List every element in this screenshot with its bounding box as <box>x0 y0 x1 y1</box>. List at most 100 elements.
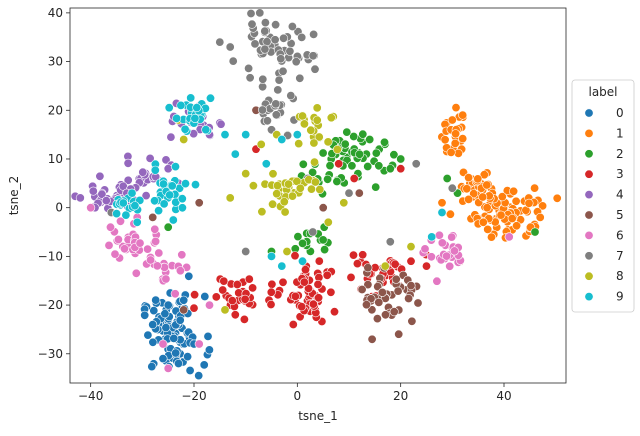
data-point-label-2 <box>318 148 328 158</box>
data-point-label-7 <box>260 18 270 28</box>
data-point-label-1 <box>469 189 479 199</box>
data-point-label-3 <box>314 293 324 303</box>
data-point-label-7 <box>262 116 272 126</box>
y-tick-label: 40 <box>48 6 63 20</box>
data-point-label-0 <box>204 345 214 355</box>
data-point-label-0 <box>148 320 158 330</box>
y-tick-label: 10 <box>48 152 63 166</box>
legend-title: label <box>588 85 617 99</box>
data-point-label-7 <box>257 105 267 115</box>
plot-frame <box>69 7 567 384</box>
data-point-label-9 <box>150 196 160 206</box>
data-point-label-7 <box>274 75 284 85</box>
data-point-label-8 <box>314 132 324 142</box>
data-point-label-6 <box>158 339 168 349</box>
data-point-label-1 <box>462 184 472 194</box>
data-point-label-2 <box>355 149 365 159</box>
data-point-label-6 <box>104 240 114 250</box>
legend-marker-8 <box>584 271 594 281</box>
data-point-label-1 <box>464 194 474 204</box>
data-point-label-1 <box>486 232 496 242</box>
data-point-label-6 <box>116 216 126 226</box>
data-point-label-1 <box>530 183 540 193</box>
data-point-label-1 <box>497 192 507 202</box>
data-point-label-8 <box>241 169 251 179</box>
data-point-label-6 <box>426 252 436 262</box>
data-point-label-3 <box>239 314 249 324</box>
y-tick-label: −20 <box>38 298 63 312</box>
data-point-label-0 <box>148 337 158 347</box>
data-point-label-8 <box>272 189 282 199</box>
data-point-label-7 <box>260 26 270 36</box>
data-point-label-0 <box>161 323 171 333</box>
legend-marker-4 <box>584 190 594 200</box>
data-point-label-1 <box>437 198 447 208</box>
data-point-label-4 <box>166 132 176 142</box>
data-point-label-3 <box>248 283 258 293</box>
data-point-label-7 <box>308 51 318 61</box>
y-axis: −30 −20 −10 0 10 20 30 40 <box>38 6 70 361</box>
data-point-label-8 <box>315 185 325 195</box>
data-point-label-8 <box>282 247 292 257</box>
data-point-label-3 <box>322 270 332 280</box>
data-point-label-8 <box>256 139 266 149</box>
legend-label-6: 6 <box>616 228 624 242</box>
data-point-label-9 <box>159 179 169 189</box>
data-point-label-7 <box>258 74 268 84</box>
data-point-label-8 <box>268 199 278 209</box>
data-point-label-9 <box>118 198 128 208</box>
data-point-label-6 <box>449 246 459 256</box>
data-point-label-9 <box>168 215 178 225</box>
data-point-label-1 <box>451 103 461 113</box>
data-point-label-3 <box>300 265 310 275</box>
data-point-label-7 <box>279 33 289 43</box>
data-point-label-4 <box>88 186 98 196</box>
data-point-label-0 <box>179 295 189 305</box>
legend-label-1: 1 <box>616 126 624 140</box>
data-point-label-1 <box>446 147 456 157</box>
legend-marker-6 <box>584 230 594 240</box>
data-point-label-9 <box>180 124 190 134</box>
data-point-label-9 <box>277 261 287 271</box>
legend-label-4: 4 <box>616 188 624 202</box>
data-point-label-5 <box>413 298 423 308</box>
data-point-label-7 <box>273 85 283 95</box>
data-point-label-6 <box>106 222 116 232</box>
data-point-label-6 <box>131 268 141 278</box>
data-point-label-1 <box>482 203 492 213</box>
data-point-label-0 <box>151 295 161 305</box>
y-tick-label: 30 <box>48 55 63 69</box>
data-point-label-9 <box>230 149 240 159</box>
data-point-label-8 <box>406 242 416 252</box>
data-point-label-6 <box>432 276 442 286</box>
data-point-label-2 <box>347 161 357 171</box>
data-point-label-7 <box>258 82 268 92</box>
data-point-label-3 <box>313 279 323 289</box>
data-point-label-6 <box>161 274 171 284</box>
data-point-label-6 <box>86 203 96 213</box>
data-point-label-7 <box>228 56 238 66</box>
data-point-label-9 <box>181 179 191 189</box>
data-point-label-6 <box>152 261 162 271</box>
data-point-label-4 <box>101 196 111 206</box>
data-point-label-8 <box>323 217 333 227</box>
data-point-label-3 <box>346 272 356 282</box>
data-point-label-3 <box>267 279 277 289</box>
data-point-label-1 <box>483 224 493 234</box>
data-point-label-0 <box>169 333 179 343</box>
data-point-label-1 <box>445 209 455 219</box>
data-point-label-6 <box>177 250 187 260</box>
data-point-label-8 <box>309 157 319 167</box>
data-point-label-9 <box>172 113 182 123</box>
data-point-label-9 <box>177 203 187 213</box>
data-point-label-7 <box>245 73 255 83</box>
data-point-label-1 <box>552 193 562 203</box>
data-point-label-3 <box>189 303 199 313</box>
data-point-label-3 <box>352 259 362 269</box>
data-point-label-0 <box>147 362 157 372</box>
data-point-label-5 <box>354 188 364 198</box>
data-point-label-8 <box>312 103 322 113</box>
data-point-label-9 <box>154 206 164 216</box>
data-point-label-7 <box>270 35 280 45</box>
data-point-label-0 <box>160 309 170 319</box>
